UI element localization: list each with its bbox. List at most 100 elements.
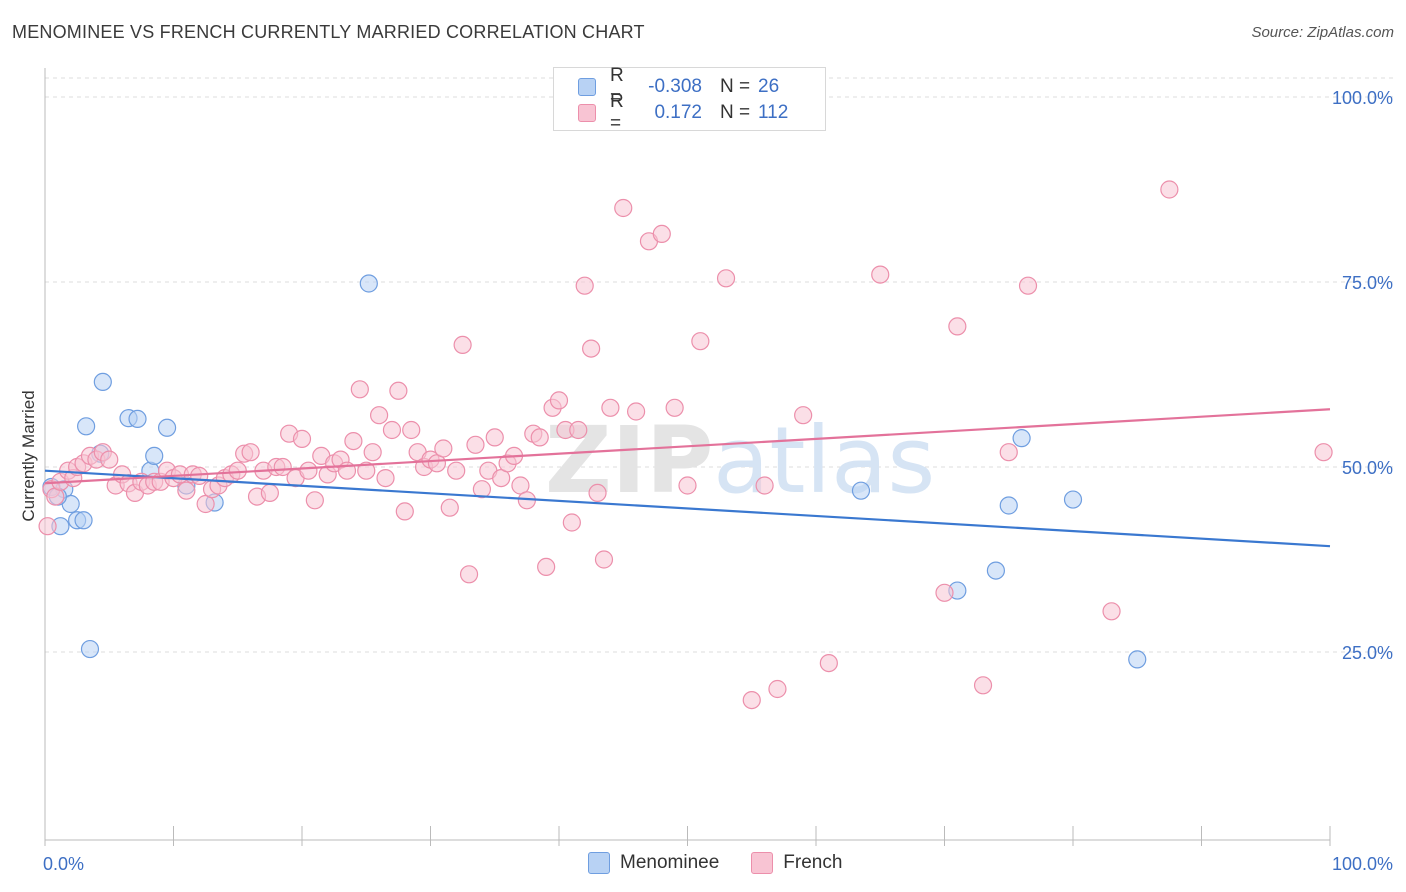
menominee-point: [128, 409, 147, 428]
french-point: [742, 690, 761, 710]
x-tick-label: 100.0%: [1332, 854, 1393, 874]
french-point: [755, 476, 774, 495]
watermark: ZIP atlas: [545, 407, 935, 514]
axes: [44, 68, 1331, 846]
french-point: [382, 420, 402, 440]
french-point: [562, 513, 581, 532]
french-point: [273, 457, 292, 477]
french-point: [652, 224, 671, 243]
french-point: [190, 466, 209, 485]
menominee-point: [93, 372, 112, 391]
legend-r-label: R =: [610, 91, 624, 134]
french-point: [344, 432, 363, 451]
french-point: [299, 461, 318, 480]
french-point: [100, 450, 119, 469]
french-point: [305, 491, 324, 510]
french-point: [228, 461, 247, 480]
menominee-point: [74, 511, 93, 530]
french-point: [530, 428, 549, 447]
french-point: [794, 406, 813, 425]
gridlines: [45, 77, 1395, 653]
french-point: [1314, 443, 1333, 462]
legend-n-value: 112: [758, 102, 789, 123]
y-axis-label: Currently Married: [19, 390, 38, 522]
legend-row-french: R = 0.172 N = 112: [578, 91, 789, 134]
y-tick-label: 25.0%: [1342, 643, 1393, 663]
french-point: [935, 583, 954, 602]
french-point: [1160, 180, 1179, 199]
french-point: [177, 481, 196, 500]
french-point: [370, 406, 389, 425]
french-point: [38, 517, 57, 536]
french-trendline: [44, 408, 1331, 485]
menominee-point: [80, 639, 100, 659]
french-point: [626, 402, 646, 421]
french-point: [466, 435, 485, 454]
french-point: [948, 317, 967, 336]
menominee-point: [1012, 429, 1031, 448]
menominee-trendline: [44, 469, 1331, 548]
french-point: [440, 498, 459, 517]
chart-source: Source: ZipAtlas.com: [1251, 24, 1394, 41]
french-point: [582, 339, 601, 358]
trendlines: [44, 408, 1331, 548]
legend-item-french[interactable]: French: [751, 852, 842, 874]
french-point: [472, 480, 491, 499]
menominee-swatch: [578, 78, 596, 96]
french-point: [973, 676, 993, 695]
french-point: [363, 443, 382, 462]
legend-label-french: French: [783, 852, 843, 873]
french-point: [1018, 276, 1038, 295]
y-tick-label: 75.0%: [1342, 273, 1393, 293]
menominee-points: [42, 274, 1147, 669]
french-point: [453, 335, 472, 354]
french-point: [434, 439, 453, 458]
legend-r-value: 0.172: [654, 102, 702, 123]
legend-n-label: N =: [720, 102, 751, 123]
french-point: [447, 461, 466, 480]
french-point: [376, 469, 395, 488]
legend-n-value: 26: [758, 76, 780, 97]
menominee-point: [986, 561, 1006, 580]
french-point: [292, 429, 312, 448]
chart-title: MENOMINEE VS FRENCH CURRENTLY MARRIED CO…: [12, 22, 645, 42]
french-point: [569, 420, 588, 440]
menominee-point: [1063, 490, 1083, 509]
menominee-point: [145, 446, 164, 465]
french-swatch: [578, 104, 596, 122]
menominee-point: [851, 481, 871, 500]
french-point: [819, 653, 838, 673]
legend-row-menominee: R = -0.308 N = 26: [578, 65, 780, 108]
menominee-point: [999, 496, 1018, 515]
french-point: [357, 461, 376, 480]
menominee-point: [77, 417, 96, 436]
french-point: [871, 265, 890, 284]
french-point: [402, 420, 421, 440]
french-point: [691, 332, 710, 351]
legend-item-menominee[interactable]: Menominee: [588, 852, 719, 874]
legend-r-label: R =: [610, 65, 624, 108]
menominee-point: [157, 418, 177, 437]
french-point: [999, 443, 1018, 462]
legend-label-menominee: Menominee: [620, 852, 720, 873]
french-legend-swatch: [751, 852, 774, 874]
svg-text:atlas: atlas: [713, 407, 935, 514]
french-point: [665, 398, 684, 417]
french-point: [588, 483, 607, 502]
x-tick-label: 0.0%: [43, 854, 84, 874]
menominee-point: [1128, 650, 1147, 669]
legend-r-value: -0.308: [648, 76, 702, 97]
y-tick-label: 100.0%: [1332, 88, 1393, 108]
french-point: [575, 276, 594, 295]
french-point: [678, 476, 697, 495]
french-point: [614, 198, 633, 218]
french-point: [768, 679, 787, 699]
french-point: [716, 269, 736, 288]
french-point: [549, 391, 569, 410]
french-point: [537, 557, 556, 577]
french-point: [601, 398, 620, 417]
french-point: [594, 550, 614, 569]
french-point: [1102, 602, 1121, 621]
tick-labels: 25.0% 50.0% 75.0% 100.0% 0.0% 100.0%: [43, 88, 1393, 874]
